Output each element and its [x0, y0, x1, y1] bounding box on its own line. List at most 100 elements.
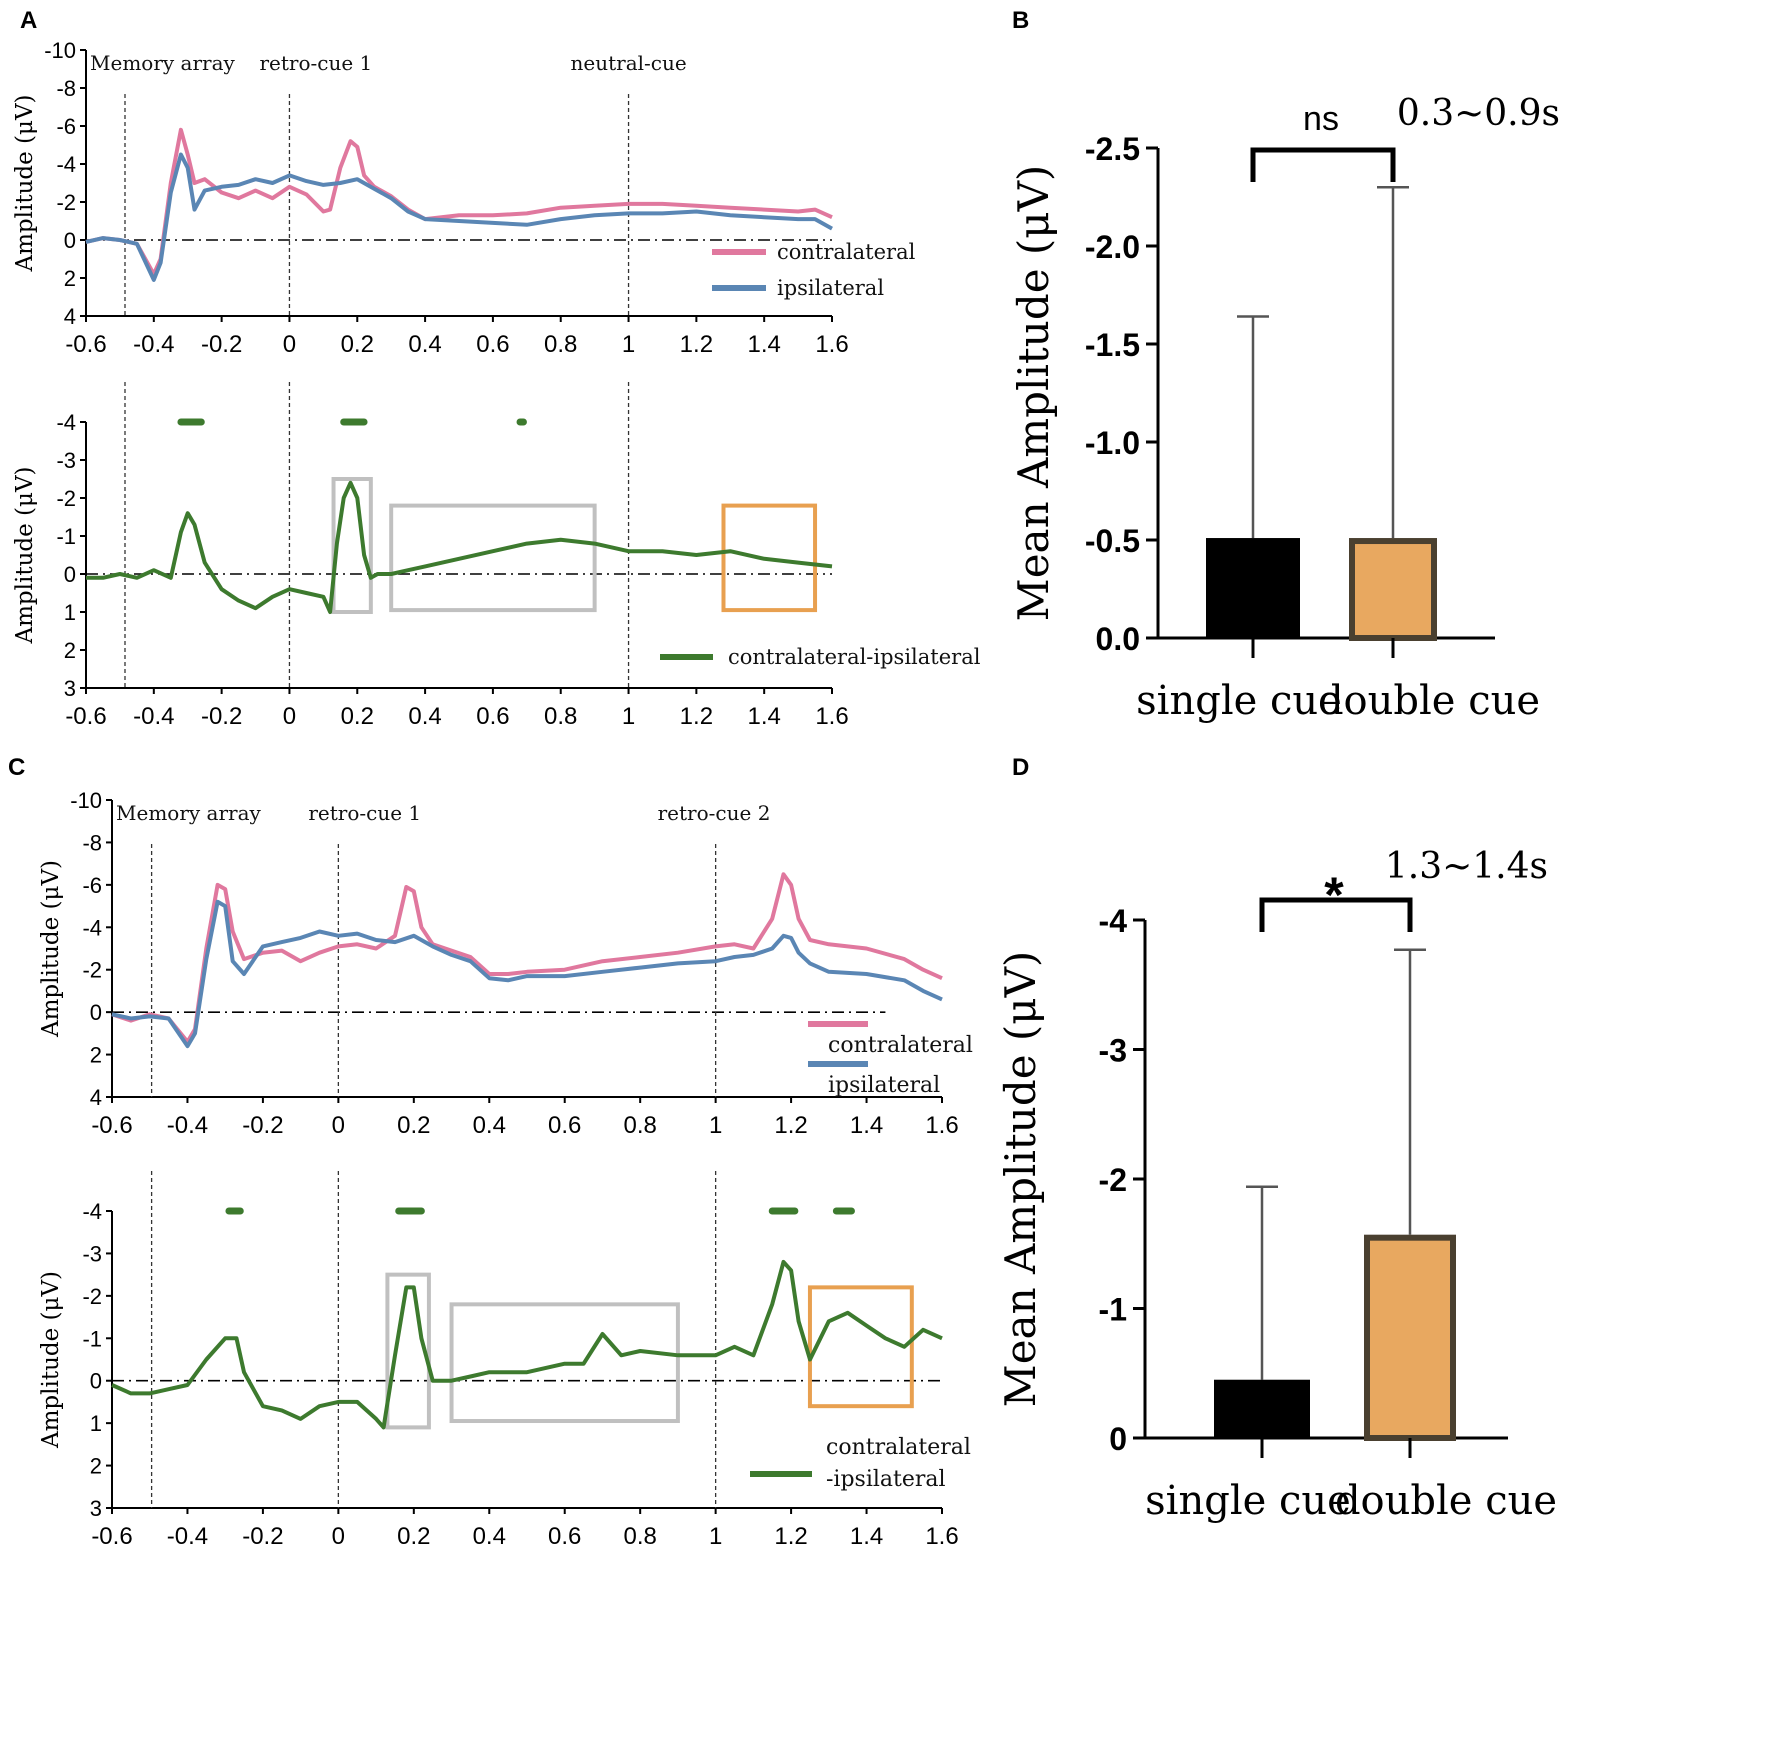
significance-label: ns	[1303, 100, 1339, 138]
series-line-contralateral-ipsilateral	[111, 1259, 943, 1430]
y-tick-label: -3	[1099, 1033, 1127, 1069]
y-tick-label: 1	[90, 1411, 102, 1436]
x-tick-label: -0.2	[242, 1112, 283, 1139]
significance-bracket	[1259, 897, 1413, 932]
x-tick-label: 1.4	[850, 1112, 883, 1139]
x-tick-label: -0.6	[91, 1112, 132, 1139]
series-line-contralateral	[111, 872, 943, 1044]
x-tick-label: 1	[622, 331, 635, 358]
legend-label: ipsilateral	[828, 1073, 940, 1098]
x-tick-label: 1.6	[925, 1112, 958, 1139]
y-tick-label: -2	[56, 486, 76, 511]
time-window-label: 0.3~0.9s	[1397, 93, 1560, 134]
y-tick-label: -4	[82, 1199, 102, 1224]
event-label: Memory array	[90, 51, 236, 75]
y-tick-label: -1	[56, 524, 76, 549]
y-tick-label: -4	[56, 410, 76, 435]
x-tick-label: 0.6	[548, 1523, 581, 1550]
legend-label: contralateral-ipsilateral	[728, 645, 981, 669]
legend-label: -ipsilateral	[826, 1467, 946, 1492]
x-tick-label: 0.4	[473, 1112, 506, 1139]
x-tick-label: 0	[283, 331, 296, 358]
x-tick-label: double cue	[1335, 1478, 1557, 1524]
event-label: Memory array	[116, 801, 262, 825]
x-tick-label: -0.4	[133, 703, 174, 730]
x-tick-label: 1.4	[850, 1523, 883, 1550]
y-tick-label: -2	[82, 1284, 102, 1309]
legend-label: contralateral	[826, 1435, 971, 1460]
x-tick-label: 0.4	[408, 703, 441, 730]
x-tick-label: -0.6	[65, 331, 106, 358]
y-tick-label: -3	[56, 448, 76, 473]
x-tick-label: 0.2	[397, 1523, 430, 1550]
x-tick-label: 1.4	[747, 331, 780, 358]
y-tick-label: -1.5	[1085, 327, 1140, 363]
y-tick-label: -2	[82, 958, 102, 983]
event-label: retro-cue 1	[259, 51, 372, 75]
x-tick-label: 1.6	[925, 1523, 958, 1550]
y-tick-label: -1	[1099, 1292, 1127, 1328]
y-tick-label: 0	[64, 228, 76, 253]
y-tick-label: 3	[64, 676, 76, 701]
time-window-label: 1.3~1.4s	[1385, 846, 1548, 887]
legend-label: contralateral	[777, 240, 916, 264]
x-tick-label: 0.6	[548, 1112, 581, 1139]
series-line-ipsilateral	[85, 152, 833, 282]
x-tick-label: -0.2	[201, 331, 242, 358]
x-tick-label: 0.8	[544, 331, 577, 358]
significance-label: *	[1324, 867, 1344, 923]
panel-label: A	[20, 7, 37, 34]
x-tick-label: 1	[709, 1523, 722, 1550]
bar-single-cue	[1206, 538, 1300, 638]
x-tick-label: -0.6	[65, 703, 106, 730]
y-tick-label: -8	[56, 76, 76, 101]
x-tick-label: double cue	[1318, 678, 1540, 724]
y-tick-label: -1.0	[1085, 425, 1140, 461]
y-tick-label: 0	[90, 1000, 102, 1025]
bar-double-cue	[1349, 538, 1437, 641]
y-tick-label: -10	[44, 38, 76, 63]
y-axis-label: Amplitude (μV)	[12, 94, 38, 272]
x-tick-label: 1.6	[815, 703, 848, 730]
x-tick-label: 0.8	[623, 1523, 656, 1550]
x-tick-label: 1.6	[815, 331, 848, 358]
y-tick-label: -1	[82, 1326, 102, 1351]
x-tick-label: 1	[622, 703, 635, 730]
y-tick-label: -6	[82, 873, 102, 898]
panel-label: B	[1012, 7, 1029, 34]
series-line-ipsilateral	[111, 899, 943, 1049]
highlight-box	[331, 477, 373, 614]
y-tick-label: 2	[90, 1043, 102, 1068]
y-tick-label: 0	[90, 1369, 102, 1394]
y-axis-label: Mean Amplitude (μV)	[1009, 165, 1058, 622]
x-tick-label: 0.8	[623, 1112, 656, 1139]
x-tick-label: 1.2	[774, 1112, 807, 1139]
panel-label: C	[8, 754, 25, 781]
x-tick-label: -0.2	[201, 703, 242, 730]
legend-label: contralateral	[828, 1033, 973, 1058]
bar-double-cue	[1364, 1234, 1456, 1442]
y-tick-label: -2.0	[1085, 229, 1140, 265]
x-tick-label: 1.2	[680, 331, 713, 358]
x-tick-label: 1.2	[680, 703, 713, 730]
x-tick-label: 0.2	[397, 1112, 430, 1139]
x-tick-label: 1.4	[747, 703, 780, 730]
y-tick-label: -4	[56, 152, 76, 177]
x-tick-label: 0.4	[408, 331, 441, 358]
bar-single-cue	[1214, 1379, 1310, 1438]
x-tick-label: -0.4	[167, 1523, 208, 1550]
x-tick-label: -0.4	[167, 1112, 208, 1139]
x-tick-label: -0.4	[133, 331, 174, 358]
x-tick-label: 0.6	[476, 331, 509, 358]
x-tick-label: single cue	[1145, 1478, 1351, 1524]
y-tick-label: -4	[1099, 903, 1128, 939]
y-tick-label: -2	[56, 190, 76, 215]
highlight-box	[721, 503, 818, 613]
y-tick-label: 3	[90, 1496, 102, 1521]
x-tick-label: 1.2	[774, 1523, 807, 1550]
y-tick-label: -2	[1099, 1162, 1127, 1198]
highlight-box	[807, 1285, 914, 1409]
x-tick-label: 0.2	[341, 331, 374, 358]
event-label: neutral-cue	[571, 51, 687, 75]
